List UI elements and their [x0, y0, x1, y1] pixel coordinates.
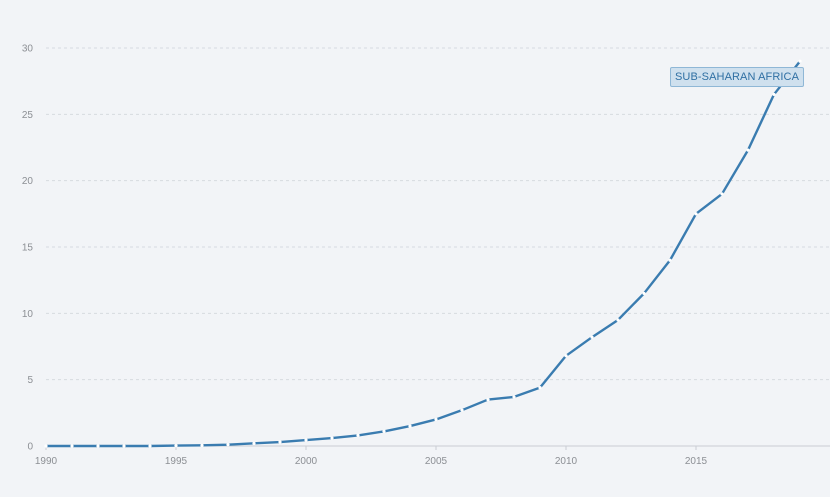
x-tick-label: 2005: [425, 456, 448, 467]
x-tick-label: 1990: [35, 456, 58, 467]
data-point[interactable]: [96, 444, 100, 448]
data-point[interactable]: [252, 441, 256, 445]
y-tick-label: 5: [27, 375, 33, 386]
data-point[interactable]: [538, 386, 542, 390]
data-point[interactable]: [304, 438, 308, 442]
y-axis: 0 5 10 15 20 25 30: [22, 44, 34, 453]
data-point[interactable]: [746, 148, 750, 152]
data-point[interactable]: [564, 354, 568, 358]
data-point[interactable]: [408, 424, 412, 428]
y-tick-label: 15: [22, 243, 34, 254]
data-point[interactable]: [720, 192, 724, 196]
data-point[interactable]: [200, 443, 204, 447]
y-tick-label: 25: [22, 110, 34, 121]
data-point[interactable]: [642, 291, 646, 296]
data-point[interactable]: [486, 397, 490, 402]
y-tick-label: 20: [22, 176, 34, 187]
data-point[interactable]: [330, 436, 334, 440]
x-tick-label: 1995: [165, 456, 188, 467]
data-point[interactable]: [278, 440, 282, 444]
data-point[interactable]: [122, 444, 126, 448]
data-point[interactable]: [616, 318, 620, 322]
x-tick-label: 2010: [555, 456, 578, 467]
x-tick-label: 2015: [685, 456, 708, 467]
data-point[interactable]: [70, 444, 74, 448]
y-tick-label: 10: [22, 309, 34, 320]
y-tick-label: 30: [22, 44, 34, 55]
data-point[interactable]: [694, 212, 698, 216]
data-point[interactable]: [434, 417, 438, 422]
data-point[interactable]: [174, 444, 178, 448]
series-label[interactable]: SUB-SAHARAN AFRICA: [670, 67, 804, 87]
data-point[interactable]: [460, 408, 464, 412]
data-point[interactable]: [798, 59, 802, 63]
gridlines: [46, 47, 830, 447]
data-point[interactable]: [668, 258, 672, 262]
series-line[interactable]: [44, 60, 802, 448]
data-point[interactable]: [382, 429, 386, 434]
series-layer: [44, 59, 802, 448]
data-point[interactable]: [772, 92, 776, 97]
data-point[interactable]: [356, 433, 360, 437]
x-tick-label: 2000: [295, 456, 318, 467]
x-axis: 1990 1995 2000 2005 2010 2015: [35, 446, 708, 467]
data-point[interactable]: [148, 444, 152, 448]
data-point[interactable]: [512, 395, 516, 399]
data-point[interactable]: [44, 444, 48, 448]
data-point[interactable]: [226, 443, 230, 447]
data-point[interactable]: [590, 335, 594, 339]
y-tick-label: 0: [27, 442, 33, 453]
